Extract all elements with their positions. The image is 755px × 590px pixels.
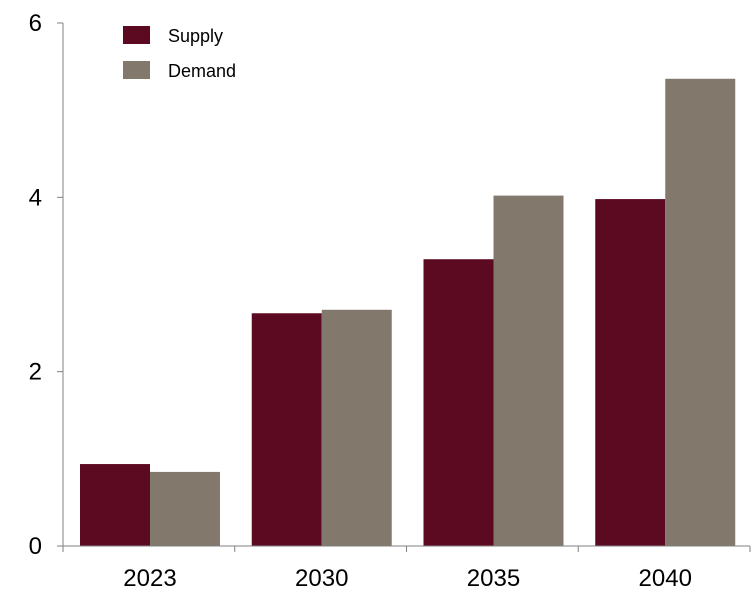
bar-demand-2035 xyxy=(493,195,564,546)
bar-supply-2040 xyxy=(595,199,666,546)
legend-label-supply: Supply xyxy=(168,26,223,46)
bar-demand-2040 xyxy=(665,78,736,546)
legend-label-demand: Demand xyxy=(168,61,236,81)
legend: Supply Demand xyxy=(123,26,236,81)
y-tick-label: 0 xyxy=(29,533,42,560)
x-tick-label: 2030 xyxy=(295,565,348,590)
y-tick-label: 6 xyxy=(29,10,42,37)
bar-series xyxy=(80,78,736,546)
y-tick-label: 2 xyxy=(29,359,42,386)
legend-swatch-supply xyxy=(123,26,150,44)
bar-supply-2023 xyxy=(80,464,150,546)
bar-supply-2035 xyxy=(423,259,494,546)
x-tick-label: 2040 xyxy=(639,565,692,590)
bar-demand-2030 xyxy=(321,309,392,546)
y-tick-label: 4 xyxy=(29,184,42,211)
y-axis-ticks: 0 2 4 6 xyxy=(29,10,63,560)
legend-swatch-demand xyxy=(123,61,150,79)
x-tick-label: 2023 xyxy=(123,565,176,590)
x-tick-label: 2035 xyxy=(467,565,520,590)
bar-supply-2030 xyxy=(251,313,322,546)
bar-demand-2023 xyxy=(150,471,220,546)
x-axis-ticks: 2023 2030 2035 2040 xyxy=(62,546,751,590)
